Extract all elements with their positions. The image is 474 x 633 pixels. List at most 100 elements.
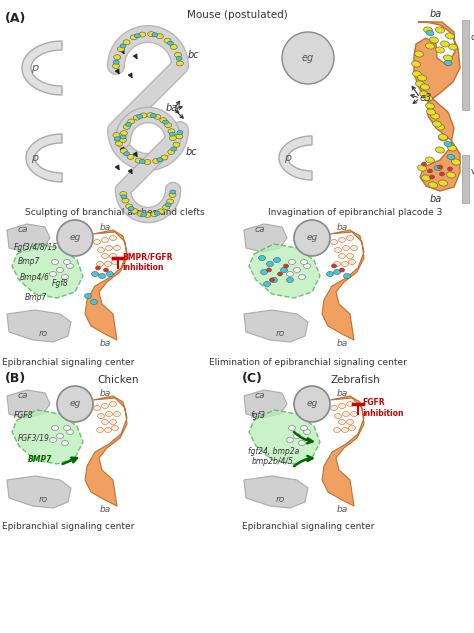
- Ellipse shape: [168, 128, 175, 134]
- Ellipse shape: [139, 32, 146, 37]
- Polygon shape: [244, 476, 308, 508]
- Text: Sculpting of branchial arches and clefts: Sculpting of branchial arches and clefts: [25, 208, 205, 217]
- Text: ro: ro: [38, 330, 47, 339]
- Ellipse shape: [440, 41, 449, 47]
- Circle shape: [57, 386, 93, 422]
- Ellipse shape: [330, 239, 337, 244]
- Ellipse shape: [427, 109, 436, 115]
- Ellipse shape: [176, 134, 183, 139]
- Polygon shape: [279, 136, 312, 180]
- Ellipse shape: [436, 124, 445, 130]
- Ellipse shape: [99, 273, 106, 279]
- Ellipse shape: [114, 137, 120, 141]
- Ellipse shape: [346, 420, 354, 425]
- Ellipse shape: [438, 165, 443, 169]
- Ellipse shape: [426, 157, 435, 163]
- Ellipse shape: [109, 420, 117, 425]
- Ellipse shape: [109, 253, 117, 258]
- Text: Chicken: Chicken: [97, 375, 139, 385]
- Ellipse shape: [426, 103, 435, 109]
- Ellipse shape: [346, 253, 354, 258]
- Text: eg: eg: [306, 234, 318, 242]
- Ellipse shape: [154, 211, 160, 215]
- Ellipse shape: [152, 33, 158, 37]
- Ellipse shape: [339, 268, 345, 272]
- Ellipse shape: [64, 260, 71, 265]
- Ellipse shape: [111, 260, 118, 265]
- Text: fgf24, bmp2a: fgf24, bmp2a: [248, 448, 299, 456]
- Polygon shape: [322, 396, 364, 506]
- Polygon shape: [249, 410, 320, 464]
- Ellipse shape: [447, 167, 453, 171]
- Polygon shape: [12, 244, 83, 298]
- Text: bc: bc: [186, 147, 198, 157]
- Text: ca: ca: [18, 391, 28, 401]
- Ellipse shape: [348, 260, 356, 265]
- Text: p: p: [284, 153, 292, 163]
- Ellipse shape: [64, 425, 71, 430]
- Ellipse shape: [444, 60, 452, 66]
- Ellipse shape: [109, 401, 117, 406]
- Ellipse shape: [116, 141, 122, 146]
- Ellipse shape: [283, 264, 289, 268]
- Text: (A): (A): [5, 12, 27, 25]
- Ellipse shape: [346, 401, 354, 406]
- Ellipse shape: [84, 294, 91, 299]
- Ellipse shape: [98, 413, 104, 418]
- Ellipse shape: [120, 130, 128, 135]
- Ellipse shape: [301, 260, 308, 265]
- Ellipse shape: [266, 261, 273, 266]
- Ellipse shape: [156, 34, 164, 39]
- Ellipse shape: [103, 268, 109, 272]
- Ellipse shape: [286, 272, 293, 277]
- Ellipse shape: [49, 437, 56, 442]
- Ellipse shape: [113, 132, 120, 137]
- Ellipse shape: [303, 263, 310, 268]
- Bar: [462, 20, 469, 110]
- Ellipse shape: [344, 273, 350, 279]
- Ellipse shape: [62, 275, 69, 280]
- Ellipse shape: [113, 60, 119, 64]
- Polygon shape: [7, 390, 50, 418]
- Text: ca: ca: [18, 225, 28, 234]
- Ellipse shape: [334, 427, 340, 432]
- Ellipse shape: [124, 152, 129, 156]
- Ellipse shape: [91, 299, 98, 304]
- Ellipse shape: [167, 41, 173, 45]
- Ellipse shape: [128, 206, 134, 211]
- Text: Invagination of epibranchial placode 3: Invagination of epibranchial placode 3: [268, 208, 442, 217]
- Ellipse shape: [101, 237, 109, 242]
- Ellipse shape: [335, 413, 341, 418]
- Ellipse shape: [289, 260, 295, 265]
- Text: FGFR
inhibition: FGFR inhibition: [362, 398, 403, 418]
- Text: fgf3: fgf3: [250, 410, 265, 420]
- Ellipse shape: [428, 169, 432, 173]
- Ellipse shape: [113, 411, 120, 417]
- Ellipse shape: [303, 430, 310, 434]
- Ellipse shape: [258, 256, 265, 261]
- Ellipse shape: [95, 266, 100, 270]
- Ellipse shape: [261, 270, 267, 275]
- Text: ba: ba: [337, 506, 347, 515]
- Ellipse shape: [424, 95, 432, 101]
- Ellipse shape: [120, 191, 127, 196]
- Text: ca: ca: [255, 391, 265, 401]
- Ellipse shape: [163, 204, 170, 210]
- Ellipse shape: [135, 34, 140, 38]
- Text: Bmp7: Bmp7: [18, 258, 40, 266]
- Ellipse shape: [127, 154, 134, 160]
- Ellipse shape: [137, 115, 143, 118]
- Ellipse shape: [429, 37, 438, 43]
- Ellipse shape: [289, 425, 295, 430]
- Ellipse shape: [338, 403, 346, 408]
- Ellipse shape: [327, 272, 334, 277]
- Ellipse shape: [62, 441, 69, 446]
- Ellipse shape: [438, 135, 447, 141]
- Ellipse shape: [93, 239, 100, 244]
- Ellipse shape: [168, 149, 175, 154]
- Bar: [462, 155, 469, 203]
- Text: ro: ro: [275, 496, 284, 505]
- Ellipse shape: [109, 235, 117, 241]
- Circle shape: [57, 220, 93, 256]
- Text: ba: ba: [166, 103, 178, 113]
